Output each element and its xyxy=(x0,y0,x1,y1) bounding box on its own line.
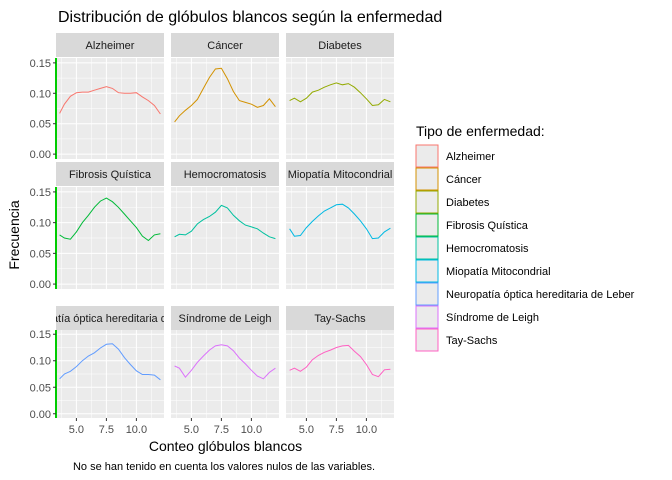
legend-item-neuropatia-optica-hereditaria-de-leber: Neuropatía óptica hereditaria de Leber xyxy=(415,282,635,306)
legend-key xyxy=(415,167,439,191)
facet-strip xyxy=(286,33,394,57)
legend-item-sindrome-de-leigh: Síndrome de Leigh xyxy=(415,305,539,329)
facet-strip xyxy=(171,306,279,330)
facet-strip xyxy=(171,162,279,186)
legend-key xyxy=(415,305,439,329)
facet-fibrosis-quistica: Fibrosis Quística 0.00 0.05 0.10 0.15 xyxy=(30,162,164,291)
legend-item-hemocromatosis: Hemocromatosis xyxy=(415,236,529,260)
x-tick-label: 7.5 xyxy=(214,424,229,436)
chart-title: Distribución de glóbulos blancos según l… xyxy=(58,9,442,26)
facet-label: Tay-Sachs xyxy=(314,313,366,325)
y-tick-label: 0.15 xyxy=(30,187,51,199)
legend: Tipo de enfermedad: Alzheimer Cáncer Diabe… xyxy=(415,123,635,352)
density-line-hemocromatosis xyxy=(174,204,276,240)
y-tick-label: 0.00 xyxy=(30,409,51,421)
y-tick-label: 0.15 xyxy=(30,329,51,341)
facet-tay-sachs: Tay-Sachs 5.0 7.5 10.0 xyxy=(286,306,394,436)
x-tick-label: 5.0 xyxy=(184,424,199,436)
x-tick-label: 10.0 xyxy=(126,424,147,436)
density-line-cancer xyxy=(174,67,276,123)
legend-label: Diabetes xyxy=(446,197,490,209)
x-tick-label: 7.5 xyxy=(99,424,114,436)
chart-caption: No se han tenido en cuenta los valores n… xyxy=(73,461,375,473)
x-tick-label: 10.0 xyxy=(356,424,377,436)
legend-item-tay-sachs: Tay-Sachs xyxy=(415,328,498,352)
legend-label: Neuropatía óptica hereditaria de Leber xyxy=(446,289,635,301)
facet-strip xyxy=(286,306,394,330)
facet-diabetes: Diabetes xyxy=(286,33,394,159)
y-tick-label: 0.15 xyxy=(30,58,51,70)
facet-label: Hemocromatosis xyxy=(184,169,267,181)
facet-strip xyxy=(286,162,394,186)
y-tick-label: 0.10 xyxy=(30,356,51,368)
facet-grid: Alzheimer 0.00 0.05 0.10 0.15 Cáncer Diabetes F… xyxy=(16,33,394,436)
x-tick-label: 10.0 xyxy=(241,424,262,436)
density-line-miopatia-mitocondrial xyxy=(289,203,391,240)
legend-key xyxy=(415,190,439,214)
density-line-diabetes xyxy=(289,82,391,107)
legend-label: Síndrome de Leigh xyxy=(446,312,539,324)
facet-strip xyxy=(56,306,164,330)
y-axis-title: Frecuencia xyxy=(6,200,22,269)
legend-key xyxy=(415,282,439,306)
x-axis-title: Conteo glóbulos blancos xyxy=(149,438,302,454)
legend-label: Cáncer xyxy=(446,174,482,186)
y-tick-label: 0.05 xyxy=(30,119,51,131)
legend-item-alzheimer: Alzheimer xyxy=(415,144,495,168)
facet-strip xyxy=(171,33,279,57)
y-tick-label: 0.10 xyxy=(30,218,51,230)
facet-label: Neuropatía óptica hereditaria de Leber xyxy=(16,313,205,325)
density-line-alzheimer xyxy=(59,86,161,115)
y-tick-label: 0.10 xyxy=(30,88,51,100)
x-tick-label: 5.0 xyxy=(299,424,314,436)
legend-title: Tipo de enfermedad: xyxy=(416,123,545,139)
density-line-tay-sachs xyxy=(289,344,391,378)
legend-key xyxy=(415,213,439,237)
legend-key xyxy=(415,328,439,352)
facet-label: Miopatía Mitocondrial xyxy=(288,169,393,181)
legend-label: Tay-Sachs xyxy=(446,335,498,347)
legend-label: Miopatía Mitocondrial xyxy=(446,266,551,278)
facet-miopatia-mitocondrial: Miopatía Mitocondrial xyxy=(286,162,394,289)
facet-label: Cáncer xyxy=(207,40,243,52)
facet-label: Síndrome de Leigh xyxy=(179,313,272,325)
legend-key xyxy=(415,144,439,168)
facet-alzheimer: Alzheimer 0.00 0.05 0.10 0.15 xyxy=(30,33,164,161)
facet-hemocromatosis: Hemocromatosis xyxy=(171,162,279,289)
facet-label: Fibrosis Quística xyxy=(69,169,152,181)
y-tick-label: 0.00 xyxy=(30,279,51,291)
facet-label: Alzheimer xyxy=(86,40,135,52)
facet-sindrome-de-leigh: Síndrome de Leigh 5.0 7.5 10.0 xyxy=(171,306,279,436)
facet-strip xyxy=(56,33,164,57)
legend-item-cancer: Cáncer xyxy=(415,167,482,191)
legend-label: Fibrosis Quística xyxy=(446,220,529,232)
legend-item-fibrosis-quistica: Fibrosis Quística xyxy=(415,213,529,237)
density-line-neuropatia-optica-hereditaria-de-leber xyxy=(59,343,161,381)
legend-item-miopatia-mitocondrial: Miopatía Mitocondrial xyxy=(415,259,551,283)
legend-key xyxy=(415,259,439,283)
y-tick-label: 0.00 xyxy=(30,149,51,161)
facet-neuropatia-optica-hereditaria-de-leber: Neuropatía óptica hereditaria de Leber 0.… xyxy=(16,306,205,436)
x-tick-label: 5.0 xyxy=(69,424,84,436)
legend-key xyxy=(415,236,439,260)
legend-item-diabetes: Diabetes xyxy=(415,190,490,214)
density-line-sindrome-de-leigh xyxy=(174,344,276,380)
facet-strip xyxy=(56,162,164,186)
y-tick-label: 0.05 xyxy=(30,248,51,260)
y-tick-label: 0.05 xyxy=(30,382,51,394)
facet-cancer: Cáncer xyxy=(171,33,279,159)
facet-label: Diabetes xyxy=(318,40,362,52)
x-tick-label: 7.5 xyxy=(329,424,344,436)
legend-label: Hemocromatosis xyxy=(446,243,529,255)
density-line-fibrosis-quistica xyxy=(59,197,161,242)
legend-label: Alzheimer xyxy=(446,151,495,163)
